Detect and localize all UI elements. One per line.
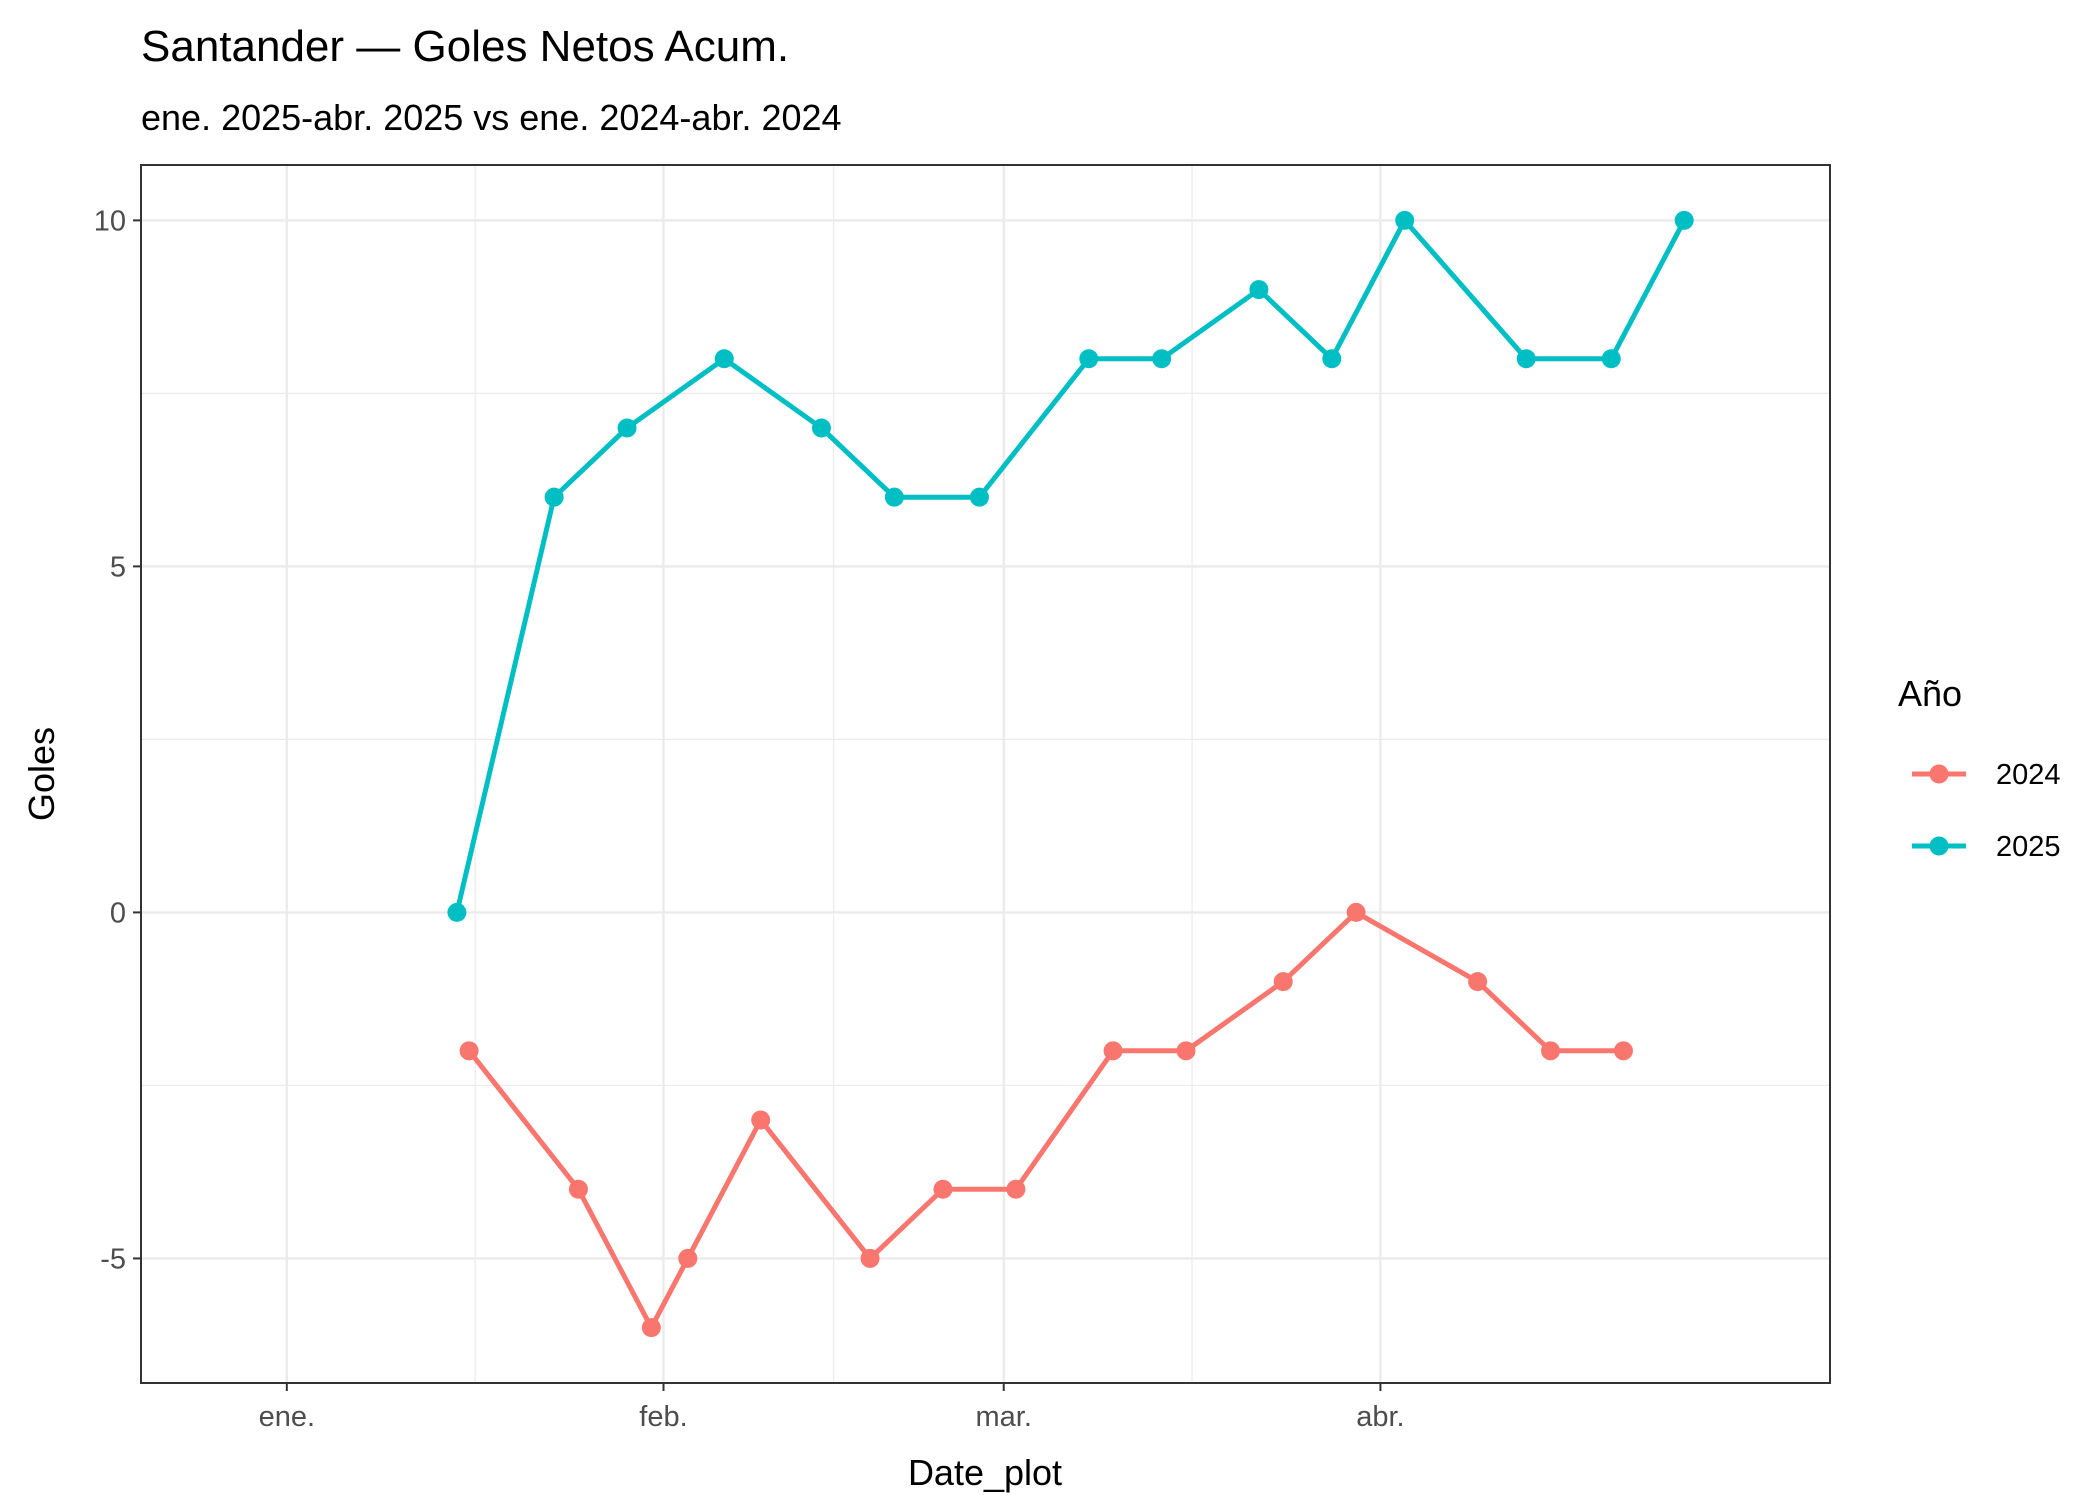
data-point-2024	[678, 1248, 698, 1268]
y-tick-label: 10	[94, 205, 126, 237]
plot-panel-border	[140, 164, 1831, 1384]
x-tick-label: abr.	[1356, 1401, 1404, 1433]
data-point-2024	[459, 1041, 479, 1061]
data-point-2025	[811, 418, 831, 438]
series-line-2024	[467, 909, 1624, 1331]
y-axis-title: Goles	[21, 727, 62, 821]
legend-item-2024: 2024	[1912, 759, 2061, 791]
chart-title: Santander — Goles Netos Acum.	[141, 22, 789, 71]
data-point-2024	[1468, 972, 1488, 992]
legend: Año 2024 2025	[1898, 673, 2061, 863]
x-tick-label: feb.	[639, 1401, 687, 1433]
data-point-2024	[751, 1110, 771, 1130]
data-point-2025	[884, 487, 904, 507]
data-point-2024	[1006, 1179, 1026, 1199]
data-point-2024	[1273, 972, 1293, 992]
data-point-2024	[568, 1179, 588, 1199]
x-axis-title: Date_plot	[908, 1452, 1062, 1493]
data-point-2025	[1249, 280, 1269, 300]
legend-key-point	[1929, 836, 1949, 856]
legend-label: 2024	[1996, 759, 2061, 791]
data-point-2025	[1079, 349, 1099, 369]
data-point-2024	[860, 1248, 880, 1268]
data-point-2025	[969, 487, 989, 507]
legend-title: Año	[1898, 673, 1962, 714]
data-point-2024	[933, 1179, 953, 1199]
x-tick-label: mar.	[976, 1401, 1032, 1433]
data-point-2024	[1346, 902, 1366, 922]
data-point-2025	[617, 418, 637, 438]
y-tick-label: 0	[110, 897, 126, 929]
series-2024	[459, 902, 1633, 1338]
data-point-2024	[641, 1318, 661, 1338]
legend-key-point	[1929, 764, 1949, 784]
data-point-2024	[1541, 1041, 1561, 1061]
y-tick-label: 5	[110, 551, 126, 583]
data-point-2024	[1613, 1041, 1633, 1061]
plot-series	[447, 210, 1694, 1338]
data-point-2025	[1152, 349, 1172, 369]
data-point-2025	[1395, 210, 1415, 230]
x-tick-label: ene.	[259, 1401, 315, 1433]
data-point-2025	[1601, 349, 1621, 369]
x-axis-ticks: ene. feb. mar. abr.	[259, 1383, 1405, 1433]
data-point-2025	[1674, 210, 1694, 230]
data-point-2024	[1103, 1041, 1123, 1061]
data-point-2025	[447, 902, 467, 922]
series-2025	[447, 210, 1694, 922]
y-axis-ticks: -5 0 5 10	[94, 205, 141, 1275]
grid	[141, 165, 1830, 1383]
data-point-2024	[1176, 1041, 1196, 1061]
chart-subtitle: ene. 2025-abr. 2025 vs ene. 2024-abr. 20…	[141, 97, 842, 138]
legend-item-2025: 2025	[1912, 831, 2061, 863]
data-point-2025	[1322, 349, 1342, 369]
data-point-2025	[544, 487, 564, 507]
y-tick-label: -5	[100, 1243, 126, 1275]
legend-label: 2025	[1996, 831, 2061, 863]
data-point-2025	[714, 349, 734, 369]
data-point-2025	[1516, 349, 1536, 369]
